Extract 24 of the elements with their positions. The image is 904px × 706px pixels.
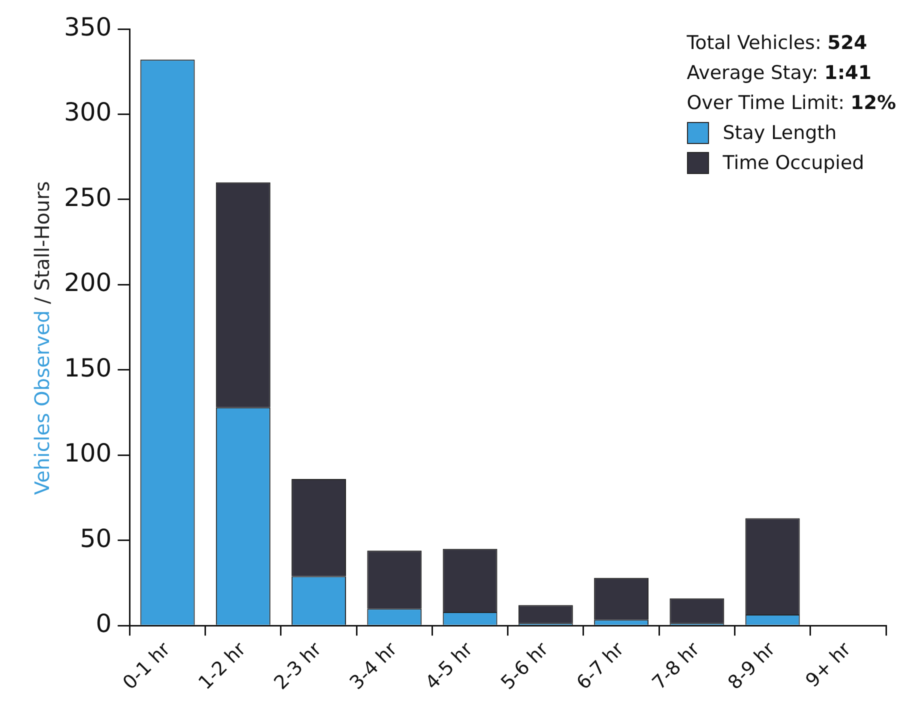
y-tick-label: 250 <box>64 182 112 212</box>
y-tick-label: 350 <box>64 12 112 42</box>
annotation: Average Stay: 1:41 <box>686 61 872 86</box>
y-tick-label: 50 <box>80 524 112 553</box>
x-tick-label: 0-1 hr <box>118 638 175 694</box>
x-tick-label: 7-8 hr <box>648 638 704 694</box>
y-tick-label: 300 <box>64 98 112 127</box>
y-axis-title: Vehicles Observed / Stall-Hours <box>30 181 54 495</box>
y-tick-label: 200 <box>64 268 112 298</box>
annotation: Total Vehicles: 524 <box>686 31 868 56</box>
x-tick-label: 4-5 hr <box>421 638 478 694</box>
y-tick-label: 0 <box>96 609 112 638</box>
y-tick-label: 100 <box>64 438 112 468</box>
x-tick-label: 6-7 hr <box>572 638 628 694</box>
legend-label: Time Occupied <box>722 151 864 176</box>
x-tick-label: 8-9 hr <box>724 638 780 694</box>
x-tick-label: 9+ hr <box>802 638 856 692</box>
x-tick-label: 3-4 hr <box>346 638 402 694</box>
x-tick-label: 2-3 hr <box>270 638 326 694</box>
legend-label: Stay Length <box>722 121 837 146</box>
y-tick-label: 150 <box>64 353 112 382</box>
x-tick-label: 1-2 hr <box>194 638 250 694</box>
annotation: Over Time Limit: 12% <box>686 91 896 116</box>
x-tick-label: 5-6 hr <box>496 638 553 694</box>
